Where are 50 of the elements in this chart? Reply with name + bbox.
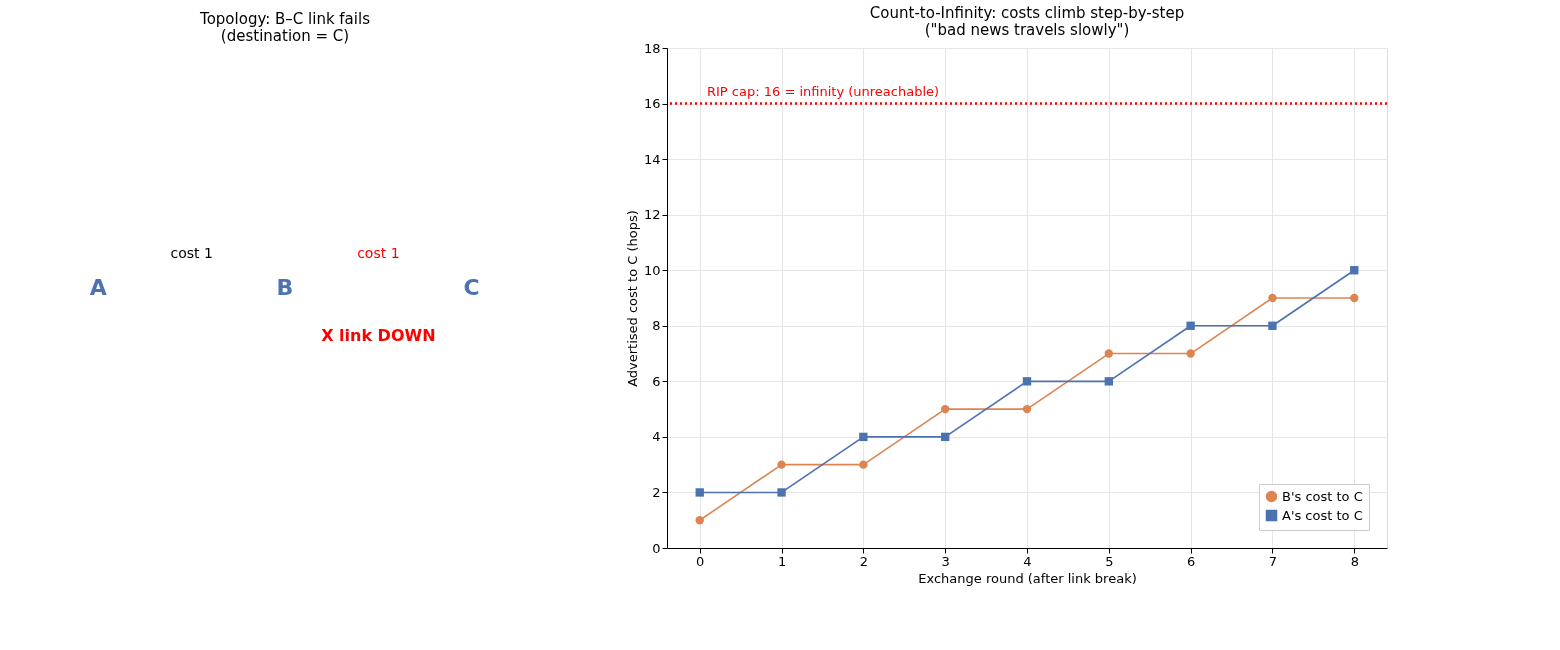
y-tick-label: 10 [643, 262, 661, 278]
text: C [463, 275, 480, 300]
point [859, 432, 868, 442]
y-tick-label: 0 [652, 540, 661, 556]
x-tick-label: 8 [1350, 553, 1359, 569]
x-axis-title: Exchange round (after link break) [918, 570, 1137, 586]
ref-line-label: RIP cap: 16 = infinity (unreachable) [707, 83, 940, 99]
y-axis-title: Advertised cost to C (hops) [624, 210, 640, 387]
point [1022, 404, 1032, 414]
point [859, 460, 868, 469]
point [1022, 377, 1032, 386]
point [941, 404, 950, 414]
chart-title: Count-to-Infinity: costs climb step-by-step ("bad news travels slowly") [869, 4, 1185, 39]
x-tick-label: 1 [777, 553, 787, 569]
y-tick-label: 12 [643, 207, 661, 223]
point [1186, 349, 1195, 358]
text: cost 1 [357, 245, 400, 262]
y-tick-label: 6 [652, 373, 661, 389]
point [1186, 321, 1195, 330]
y-tick-label: 2 [652, 484, 661, 500]
point [1268, 293, 1277, 303]
x-tick-label: 4 [1023, 553, 1032, 569]
text: cost 1 [170, 245, 213, 262]
y-tick-label: 18 [643, 40, 661, 56]
x-tick-label: 6 [1187, 553, 1196, 569]
point [1268, 321, 1277, 330]
text: Topology: B–C link fails (destination = C) [199, 10, 371, 45]
x-tick-label: 7 [1268, 553, 1278, 569]
y-tick-label: 8 [652, 318, 661, 334]
point [1104, 349, 1113, 358]
point [777, 460, 786, 469]
point [1350, 266, 1359, 275]
point [695, 516, 704, 525]
x-tick-label: 3 [941, 553, 950, 569]
legend-label: B's cost to C [1282, 488, 1363, 504]
point [1104, 377, 1113, 386]
x-tick-label: 0 [696, 553, 705, 569]
text: X link DOWN [321, 326, 436, 345]
x-tick-label: 5 [1105, 553, 1114, 569]
point [695, 488, 704, 497]
point [1350, 293, 1359, 303]
y-tick-label: 4 [652, 429, 661, 445]
point [777, 488, 786, 497]
text: A [89, 275, 107, 300]
x-tick-label: 2 [859, 553, 868, 569]
legend-label: A's cost to C [1282, 507, 1363, 523]
y-tick-label: 14 [643, 151, 661, 167]
text: B [276, 275, 294, 300]
y-tick-label: 16 [643, 96, 661, 112]
point [941, 432, 950, 442]
